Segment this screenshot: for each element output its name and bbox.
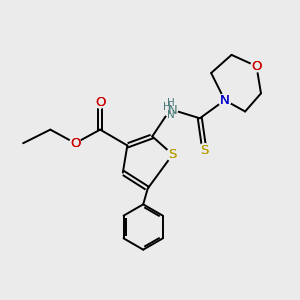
Text: S: S xyxy=(169,148,177,161)
Text: N: N xyxy=(168,104,178,117)
Text: N: N xyxy=(220,94,230,107)
Text: H
N: H N xyxy=(167,98,174,120)
Text: O: O xyxy=(70,137,80,150)
Text: O: O xyxy=(251,60,262,73)
Circle shape xyxy=(94,97,106,108)
Circle shape xyxy=(251,61,262,72)
Circle shape xyxy=(218,94,231,106)
Circle shape xyxy=(166,148,179,161)
Text: O: O xyxy=(95,96,105,109)
Text: O: O xyxy=(251,60,262,73)
Text: O: O xyxy=(70,137,80,150)
Text: H: H xyxy=(163,102,171,112)
Text: S: S xyxy=(200,143,208,157)
Circle shape xyxy=(70,137,81,149)
Text: S: S xyxy=(200,143,208,157)
Text: N: N xyxy=(220,94,230,107)
Text: S: S xyxy=(169,148,177,161)
Circle shape xyxy=(163,102,178,116)
Text: O: O xyxy=(95,96,105,109)
Circle shape xyxy=(198,144,211,156)
